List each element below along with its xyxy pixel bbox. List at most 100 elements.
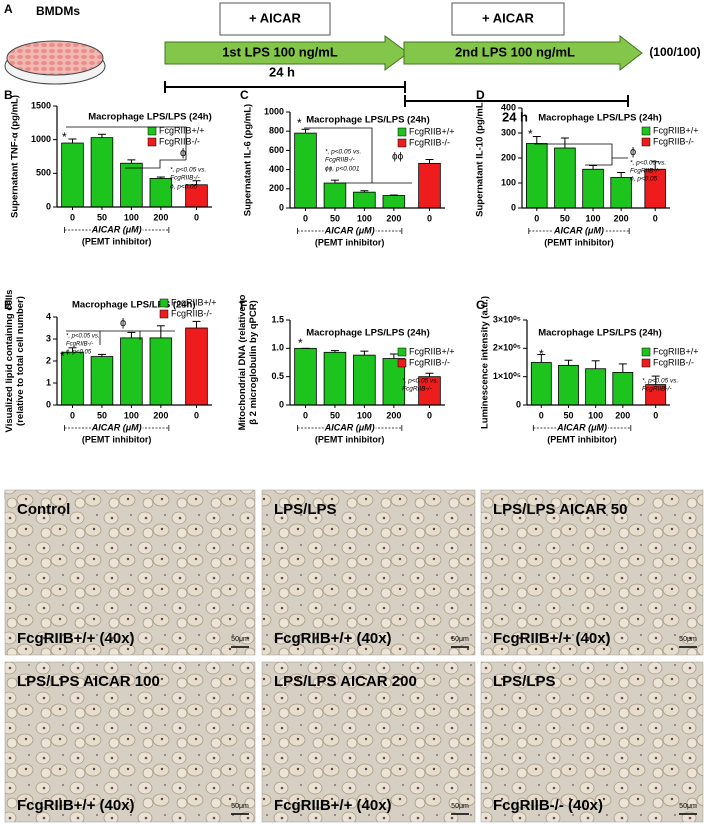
y-tick-label: 0 bbox=[516, 399, 521, 409]
annotation: FcgRIIB-/- bbox=[402, 386, 432, 393]
bar bbox=[185, 327, 208, 406]
bar bbox=[294, 347, 317, 406]
annotation: * bbox=[297, 116, 302, 130]
panel-letter: C bbox=[240, 88, 249, 102]
x-axis-label: AICAR (μM) bbox=[553, 225, 604, 235]
x-tick-label: 200 bbox=[153, 212, 168, 222]
x-tick-label: 0 bbox=[303, 213, 308, 223]
bar bbox=[323, 182, 347, 209]
x-label-bg bbox=[552, 226, 605, 236]
bar bbox=[90, 137, 114, 208]
significance-bracket bbox=[125, 159, 186, 169]
y-tick-label: 4 bbox=[46, 311, 51, 321]
x-tick-label: 200 bbox=[386, 213, 401, 223]
treatment-box bbox=[451, 2, 565, 36]
x-tick-label: 0 bbox=[70, 410, 75, 420]
y-tick-label: 1.5 bbox=[271, 314, 284, 324]
x-axis-sublabel: (PEMT inhibitor) bbox=[315, 237, 385, 247]
micrograph-image bbox=[4, 661, 256, 823]
x-tick-label: 50 bbox=[330, 410, 340, 420]
y-tick-label: 100 bbox=[501, 177, 516, 187]
y-tick-label: 600 bbox=[269, 145, 284, 155]
legend-label: FcgRIIB+/+ bbox=[653, 346, 699, 356]
bar bbox=[530, 362, 552, 406]
annotation: * bbox=[539, 347, 544, 361]
bar bbox=[353, 191, 376, 209]
scale-label: 50μm bbox=[231, 636, 249, 643]
x-axis-sublabel: (PEMT inhibitor) bbox=[82, 236, 152, 246]
x-tick-label: 200 bbox=[153, 410, 168, 420]
y-tick-label: 0 bbox=[46, 399, 51, 409]
y-tick-label: 2 bbox=[46, 355, 51, 365]
y-tick-label: 200 bbox=[269, 183, 284, 193]
micrograph: LPS/LPS AICAR 50 FcgRIIB+/+ (40x) 50μm bbox=[480, 489, 704, 656]
micrograph-title: Control bbox=[17, 501, 70, 518]
legend-swatch bbox=[397, 138, 407, 148]
y-tick-label: 300 bbox=[501, 127, 516, 137]
micrograph: Control FcgRIIB+/+ (40x) 50μm bbox=[4, 489, 256, 656]
bar bbox=[612, 372, 634, 406]
panel-letter: B bbox=[4, 88, 13, 102]
x-axis-sublabel: (PEMT inhibitor) bbox=[82, 434, 152, 444]
chart-title: Macrophage LPS/LPS (24h) bbox=[538, 328, 662, 339]
micrograph: LPS/LPS AICAR 100 FcgRIIB+/+ (40x) 50μm bbox=[4, 661, 256, 823]
legend-label: FcgRIIB-/- bbox=[171, 308, 212, 318]
annotation: ϕ bbox=[180, 147, 186, 159]
bar bbox=[526, 143, 548, 209]
significance-bracket bbox=[585, 157, 628, 166]
legend-swatch bbox=[641, 347, 651, 357]
micrograph-title: LPS/LPS bbox=[274, 501, 337, 518]
micrograph-title: LPS/LPS AICAR 100 bbox=[17, 673, 160, 690]
x-tick-label: 100 bbox=[124, 212, 139, 222]
x-tick-label: 50 bbox=[560, 213, 570, 223]
annotation: ϕϕ bbox=[392, 152, 404, 163]
x-axis-sublabel: (PEMT inhibitor) bbox=[547, 434, 617, 444]
annotation: FcgRIIB-/- bbox=[325, 157, 355, 164]
x-axis-label: AICAR (μM) bbox=[556, 422, 607, 432]
y-axis-label: Supernatant TNF-α (pg/mL) bbox=[10, 95, 21, 218]
x-tick-label: 0 bbox=[194, 410, 199, 420]
legend-label: FcgRIIB-/- bbox=[409, 137, 450, 147]
bar bbox=[90, 356, 114, 406]
y-tick-label: 200 bbox=[501, 152, 516, 162]
y-tick-label: 2×10⁰⁵ bbox=[493, 343, 521, 353]
bar bbox=[610, 177, 632, 209]
y-tick-label: 400 bbox=[501, 102, 516, 112]
annotation: ϕ bbox=[630, 146, 636, 158]
bar bbox=[558, 364, 579, 406]
x-tick-label: 100 bbox=[586, 213, 601, 223]
legend-label: FcgRIIB+/+ bbox=[159, 125, 205, 135]
step-arrow bbox=[403, 34, 643, 72]
y-axis-label: Visualized lipid containing cells bbox=[4, 290, 15, 433]
legend-label: FcgRIIB+/+ bbox=[409, 126, 455, 136]
bar bbox=[120, 162, 143, 208]
micrograph-genotype: FcgRIIB+/+ (40x) bbox=[274, 630, 392, 647]
micrograph-image bbox=[480, 489, 704, 656]
legend-label: FcgRIIB-/- bbox=[409, 357, 450, 367]
micrograph-image bbox=[261, 489, 476, 656]
bar bbox=[120, 337, 143, 406]
x-tick-label: 0 bbox=[534, 213, 539, 223]
x-tick-label: 100 bbox=[124, 410, 139, 420]
x-tick-label: 50 bbox=[97, 410, 107, 420]
micrograph: LPS/LPS AICAR 200 FcgRIIB+/+ (40x) 50μm bbox=[261, 661, 476, 823]
x-axis-sublabel: (PEMT inhibitor) bbox=[315, 434, 385, 444]
panel-letter: F bbox=[240, 298, 247, 312]
y-axis-label: (relative to total cell number) bbox=[15, 296, 26, 426]
annotation: *, p<0.05 vs. bbox=[66, 334, 100, 340]
annotation: *, p<0.05 vs. bbox=[402, 378, 439, 385]
y-tick-label: 3 bbox=[46, 333, 51, 343]
annotation: ϕ bbox=[120, 317, 126, 329]
chart-title: Macrophage LPS/LPS (24h) bbox=[306, 115, 430, 126]
bar bbox=[353, 354, 376, 406]
bar bbox=[61, 351, 84, 406]
y-tick-label: 1000 bbox=[31, 134, 51, 144]
annotation: FcgRIIB-/- bbox=[66, 342, 93, 348]
significance-bracket bbox=[534, 143, 613, 158]
y-axis-label: Supernatant IL-10 (pg/mL) bbox=[475, 99, 486, 217]
chart: D Macrophage LPS/LPS (24h) Supernatant IL-… bbox=[475, 88, 699, 247]
annotation: *, p<0.05 vs. bbox=[170, 167, 207, 174]
micrograph-image bbox=[261, 661, 476, 823]
bar bbox=[418, 162, 441, 209]
